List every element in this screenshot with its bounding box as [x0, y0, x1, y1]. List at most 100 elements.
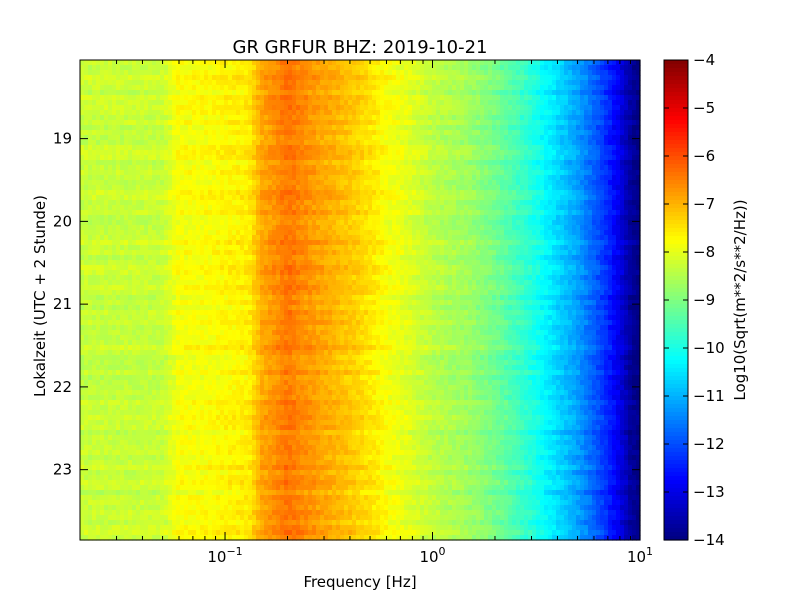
heatmap-cell [396, 150, 401, 156]
heatmap-cell [260, 70, 265, 76]
heatmap-cell [96, 90, 101, 96]
heatmap-cell [352, 60, 357, 66]
heatmap-cell [184, 145, 189, 151]
heatmap-cell [272, 230, 277, 236]
heatmap-cell [592, 70, 597, 76]
heatmap-cell [140, 160, 145, 166]
heatmap-cell [424, 160, 429, 166]
heatmap-cell [324, 110, 329, 116]
heatmap-cell [500, 225, 505, 231]
heatmap-cell [228, 125, 233, 131]
heatmap-cell [608, 130, 613, 136]
heatmap-cell [448, 120, 453, 126]
heatmap-cell [184, 105, 189, 111]
heatmap-cell [292, 200, 297, 206]
heatmap-cell [156, 215, 161, 221]
heatmap-cell [368, 100, 373, 106]
heatmap-cell [228, 210, 233, 216]
heatmap-cell [112, 180, 117, 186]
heatmap-cell [556, 230, 561, 236]
heatmap-cell [620, 185, 625, 191]
heatmap-cell [488, 165, 493, 171]
heatmap-cell [396, 140, 401, 146]
heatmap-cell [108, 90, 113, 96]
heatmap-cell [428, 185, 433, 191]
heatmap-cell [208, 130, 213, 136]
heatmap-cell [408, 60, 413, 66]
heatmap-cell [140, 100, 145, 106]
heatmap-cell [344, 195, 349, 201]
heatmap-cell [456, 70, 461, 76]
heatmap-cell [600, 190, 605, 196]
heatmap-cell [168, 65, 173, 71]
heatmap-cell [604, 200, 609, 206]
heatmap-cell [128, 130, 133, 136]
heatmap-cell [448, 210, 453, 216]
heatmap-cell [320, 135, 325, 141]
heatmap-cell [252, 75, 257, 81]
heatmap-cell [300, 145, 305, 151]
heatmap-cell [348, 230, 353, 236]
heatmap-cell [184, 95, 189, 101]
heatmap-cell [484, 60, 489, 66]
heatmap-cell [144, 170, 149, 176]
heatmap-cell [412, 185, 417, 191]
heatmap-cell [420, 210, 425, 216]
heatmap-cell [432, 130, 437, 136]
heatmap-cell [456, 105, 461, 111]
heatmap-cell [448, 155, 453, 161]
heatmap-cell [200, 155, 205, 161]
heatmap-cell [148, 215, 153, 221]
heatmap-cell [604, 125, 609, 131]
heatmap-cell [404, 130, 409, 136]
heatmap-cell [144, 95, 149, 101]
heatmap-cell [144, 70, 149, 76]
heatmap-cell [516, 230, 521, 236]
heatmap-cell [348, 95, 353, 101]
heatmap-cell [600, 125, 605, 131]
heatmap-cell [256, 210, 261, 216]
heatmap-cell [276, 140, 281, 146]
heatmap-cell [496, 95, 501, 101]
heatmap-cell [504, 115, 509, 121]
heatmap-cell [408, 165, 413, 171]
heatmap-cell [204, 105, 209, 111]
heatmap-cell [372, 210, 377, 216]
heatmap-cell [444, 175, 449, 181]
heatmap-cell [116, 230, 121, 236]
heatmap-cell [124, 215, 129, 221]
heatmap-cell [584, 220, 589, 226]
heatmap-cell [392, 185, 397, 191]
heatmap-cell [400, 160, 405, 166]
heatmap-cell [496, 230, 501, 236]
heatmap-cell [124, 230, 129, 236]
heatmap-cell [172, 145, 177, 151]
heatmap-cell [144, 80, 149, 86]
heatmap-cell [448, 200, 453, 206]
heatmap-cell [380, 60, 385, 66]
heatmap-cell [408, 225, 413, 231]
heatmap-cell [364, 130, 369, 136]
heatmap-cell [376, 85, 381, 91]
heatmap-cell [280, 115, 285, 121]
heatmap-cell [172, 160, 177, 166]
heatmap-cell [140, 165, 145, 171]
heatmap-cell [272, 150, 277, 156]
heatmap-cell [268, 230, 273, 236]
heatmap-cell [148, 175, 153, 181]
heatmap-cell [620, 85, 625, 91]
heatmap-cell [196, 65, 201, 71]
heatmap-cell [424, 115, 429, 121]
heatmap-cell [392, 140, 397, 146]
heatmap-cell [124, 100, 129, 106]
heatmap-cell [380, 75, 385, 81]
heatmap-cell [256, 115, 261, 121]
heatmap-cell [328, 130, 333, 136]
heatmap-cell [340, 75, 345, 81]
heatmap-cell [240, 115, 245, 121]
heatmap-cell [192, 90, 197, 96]
heatmap-cell [316, 225, 321, 231]
heatmap-cell [360, 230, 365, 236]
heatmap-cell [448, 235, 453, 241]
heatmap-cell [572, 145, 577, 151]
